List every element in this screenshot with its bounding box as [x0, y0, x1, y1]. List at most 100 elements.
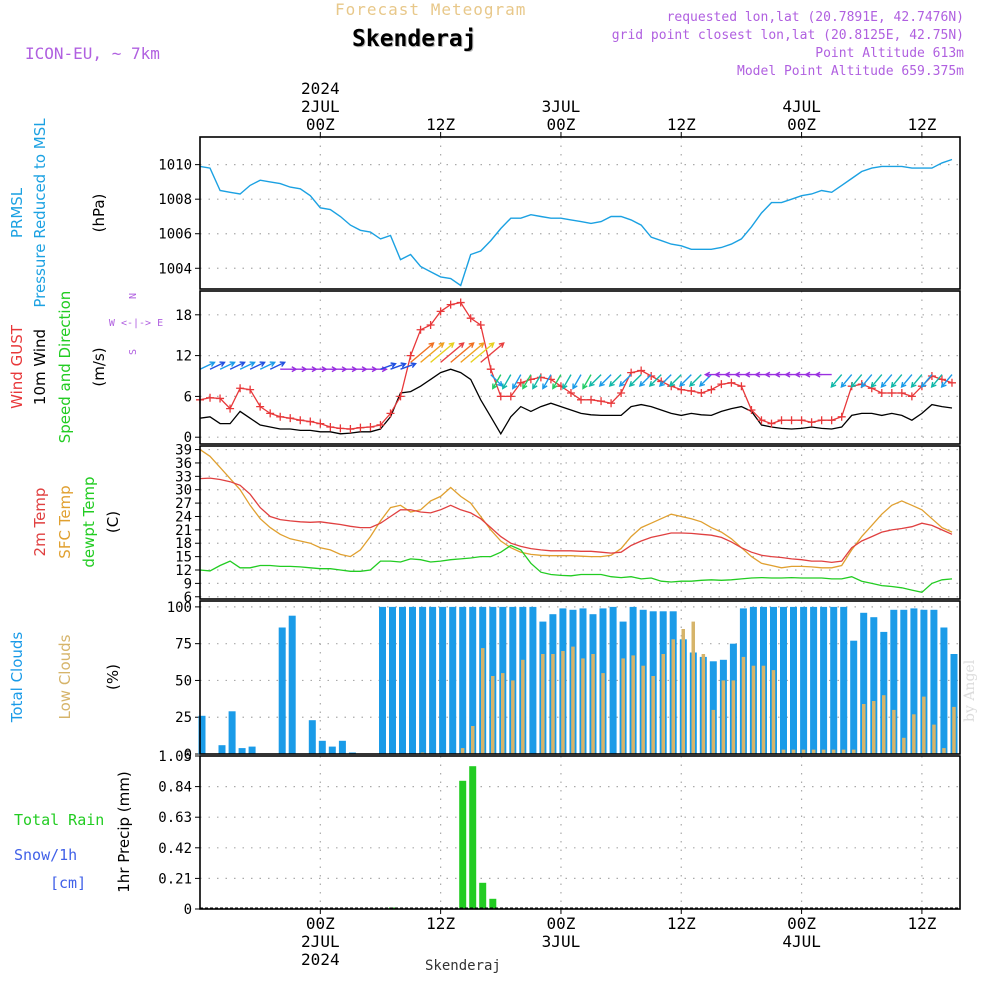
bottom-time-label: 3JUL [542, 932, 581, 951]
precip-ytick-label: 0 [184, 902, 192, 918]
low-clouds-bar [601, 673, 605, 754]
wind-direction-arrow [890, 374, 903, 389]
total-clouds-bar [338, 740, 346, 754]
low-clouds-bar [481, 648, 485, 754]
wind-direction-arrow [870, 374, 883, 389]
gust-marker [226, 404, 235, 413]
wind-direction-arrow [532, 374, 542, 390]
clouds-ytick-label: 50 [175, 673, 192, 689]
pressure-label-prmsl: PRMSL [8, 187, 26, 238]
total-clouds-bar [830, 606, 838, 754]
low-clouds-bar [471, 726, 475, 754]
rain-bar [479, 882, 487, 909]
wind-direction-arrow [840, 374, 853, 389]
wind-direction-arrow [239, 361, 256, 370]
low-clouds-bar [761, 665, 766, 754]
temp-2m-line [199, 477, 953, 564]
wind-direction-arrow [480, 342, 505, 363]
temperature-ytick-label: 6 [184, 590, 192, 606]
total-clouds-bar [810, 606, 818, 754]
total-clouds-bar [950, 654, 958, 754]
gust-marker [456, 298, 465, 307]
bottom-time-label: 00Z [787, 914, 816, 933]
pressure-label-desc: Pressure Reduced to MSL [31, 118, 49, 308]
gust-marker [777, 416, 786, 425]
total-clouds-bar [379, 606, 386, 754]
total-clouds-bar [820, 606, 828, 754]
gust-marker [316, 419, 325, 428]
low-clouds-bar [751, 665, 756, 754]
wind-direction-arrow [572, 374, 582, 390]
low-clouds-bar [501, 673, 505, 754]
bottom-time-label: 12Z [667, 914, 696, 933]
gust-marker [837, 412, 846, 421]
total-clouds-bar [389, 606, 396, 754]
temperature-ytick-label: 9 [184, 576, 192, 592]
low-clouds-bar [892, 709, 896, 754]
total-clouds-bar [900, 609, 908, 754]
total-clouds-bar [459, 606, 467, 754]
gust-marker [246, 385, 255, 394]
gust-marker [707, 385, 716, 394]
pressure-ytick-label: 1008 [158, 192, 192, 208]
total-clouds-bar [940, 627, 948, 754]
top-time-label: 00Z [787, 115, 816, 134]
gust-marker [236, 384, 245, 393]
precip-grid [200, 756, 960, 909]
low-clouds-bar [771, 670, 776, 754]
total-clouds-bar [419, 606, 427, 754]
gust-marker [617, 389, 626, 397]
gust-marker [346, 425, 355, 434]
low-clouds-bar [511, 680, 515, 754]
wind-ytick-label: 6 [184, 389, 192, 405]
pressure-ytick-label: 1006 [158, 227, 192, 243]
low-clouds-bar [460, 748, 465, 754]
wind-ytick-label: 0 [184, 430, 192, 446]
total-clouds-bar [930, 609, 938, 754]
gust-marker [286, 414, 295, 423]
low-clouds-bar [932, 724, 936, 754]
pressure-label-unit: (hPa) [90, 194, 108, 233]
low-clouds-bar [952, 706, 956, 754]
wind-gust-label: Wind GUST [8, 324, 26, 409]
total-clouds-bar [800, 606, 808, 754]
total-clouds-label: Total Clouds [8, 632, 26, 724]
low-clouds-bar [691, 621, 695, 754]
wind-direction-arrow [492, 374, 502, 390]
precip-ytick-label: 0.63 [158, 810, 192, 826]
total-clouds-bar [308, 720, 316, 754]
gust-marker [216, 394, 225, 403]
total-clouds-bar [780, 606, 787, 754]
wind-direction-arrow [552, 374, 562, 390]
gust-marker [747, 406, 756, 414]
low-clouds-bar [651, 676, 655, 754]
gust-marker [637, 366, 646, 375]
total-clouds-bar [910, 608, 918, 754]
total-clouds-bar [429, 606, 437, 754]
wind-direction-arrow [522, 374, 532, 390]
gust-marker [436, 307, 445, 316]
low-clouds-bar [591, 654, 595, 754]
gust-marker [577, 395, 586, 404]
gust-marker [587, 395, 596, 404]
gust-marker [927, 372, 936, 380]
wind-direction-arrow [658, 374, 672, 388]
total-clouds-bar [709, 661, 717, 754]
wind-direction-arrow [450, 342, 475, 363]
wind-unit-label: (m/s) [90, 347, 108, 386]
temperature-grid [200, 446, 960, 599]
low-clouds-bar [912, 714, 916, 754]
wind-direction-arrow [460, 342, 485, 363]
model-label: ICON-EU, ~ 7km [25, 44, 160, 63]
model-point-altitude: Model Point Altitude 659.375m [737, 64, 964, 79]
temperature-ytick-label: 24 [175, 509, 192, 525]
gust-marker [206, 393, 215, 402]
wind-direction-arrow [440, 342, 465, 363]
wind-direction-arrow [542, 374, 552, 390]
gust-marker [607, 399, 616, 408]
low-clouds-bar [541, 654, 545, 754]
gust-marker [376, 420, 385, 429]
top-time-label: 2024 [301, 79, 340, 98]
